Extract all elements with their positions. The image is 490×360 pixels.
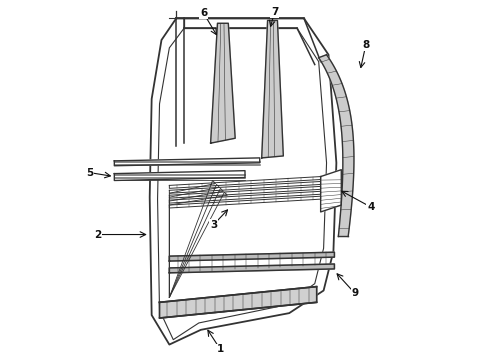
Polygon shape [318, 55, 354, 237]
Text: 5: 5 [86, 168, 94, 177]
Polygon shape [170, 184, 220, 297]
Polygon shape [170, 180, 216, 297]
Text: 3: 3 [210, 220, 217, 230]
Polygon shape [170, 186, 320, 198]
Polygon shape [170, 252, 334, 261]
Text: 7: 7 [271, 8, 278, 18]
Polygon shape [170, 176, 320, 188]
Text: 4: 4 [367, 202, 374, 212]
Text: 8: 8 [362, 40, 369, 50]
Polygon shape [170, 188, 223, 297]
Polygon shape [160, 287, 317, 318]
Polygon shape [262, 21, 283, 158]
Text: 1: 1 [217, 345, 224, 355]
Polygon shape [170, 181, 320, 193]
Polygon shape [320, 170, 341, 212]
Polygon shape [211, 23, 235, 143]
Polygon shape [170, 264, 334, 273]
Polygon shape [170, 191, 320, 203]
Text: 9: 9 [351, 288, 359, 298]
Polygon shape [170, 192, 227, 297]
Text: 2: 2 [94, 230, 101, 239]
Text: 6: 6 [200, 9, 207, 18]
Polygon shape [114, 158, 260, 166]
Polygon shape [114, 171, 245, 180]
Polygon shape [170, 196, 320, 208]
